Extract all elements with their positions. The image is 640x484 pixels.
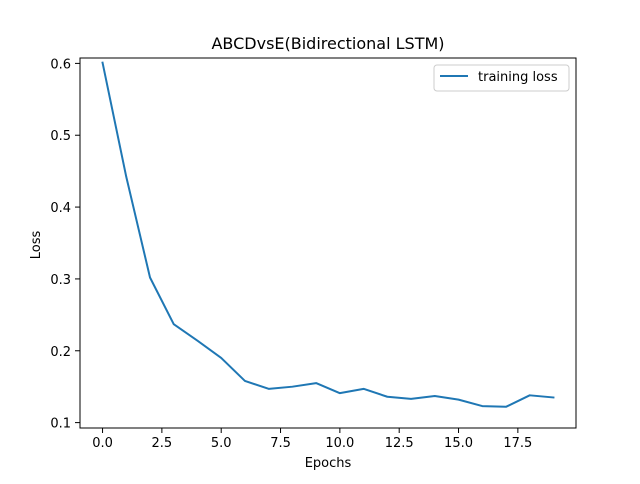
y-tick-label: 0.3 bbox=[50, 273, 71, 288]
chart-title: ABCDvsE(Bidirectional LSTM) bbox=[211, 34, 444, 53]
y-tick-label: 0.6 bbox=[50, 57, 71, 72]
y-axis-label: Loss bbox=[29, 231, 44, 260]
legend-label-training-loss: training loss bbox=[478, 70, 558, 85]
x-tick-label: 7.5 bbox=[270, 436, 291, 451]
training-loss-line bbox=[101, 61, 555, 408]
plot-area-frame bbox=[79, 57, 577, 429]
legend: training loss bbox=[433, 64, 570, 92]
y-tick-label: 0.4 bbox=[50, 201, 71, 216]
x-tick-label: 17.5 bbox=[503, 436, 532, 451]
y-tick-label: 0.2 bbox=[50, 345, 71, 360]
x-tick-label: 10.0 bbox=[325, 436, 354, 451]
x-axis-label: Epochs bbox=[305, 456, 352, 471]
x-tick-label: 12.5 bbox=[385, 436, 414, 451]
x-tick-label: 0.0 bbox=[92, 436, 113, 451]
y-tick-label: 0.1 bbox=[50, 417, 71, 432]
x-axis-ticks: 0.0 2.5 5.0 7.5 10.0 12.5 15.0 17.5 bbox=[92, 428, 532, 451]
x-tick-label: 15.0 bbox=[444, 436, 473, 451]
legend-box bbox=[433, 64, 570, 92]
x-tick-label: 5.0 bbox=[211, 436, 232, 451]
y-tick-label: 0.5 bbox=[50, 129, 71, 144]
x-tick-label: 2.5 bbox=[152, 436, 173, 451]
y-axis-ticks: 0.1 0.2 0.3 0.4 0.5 0.6 bbox=[50, 57, 80, 432]
